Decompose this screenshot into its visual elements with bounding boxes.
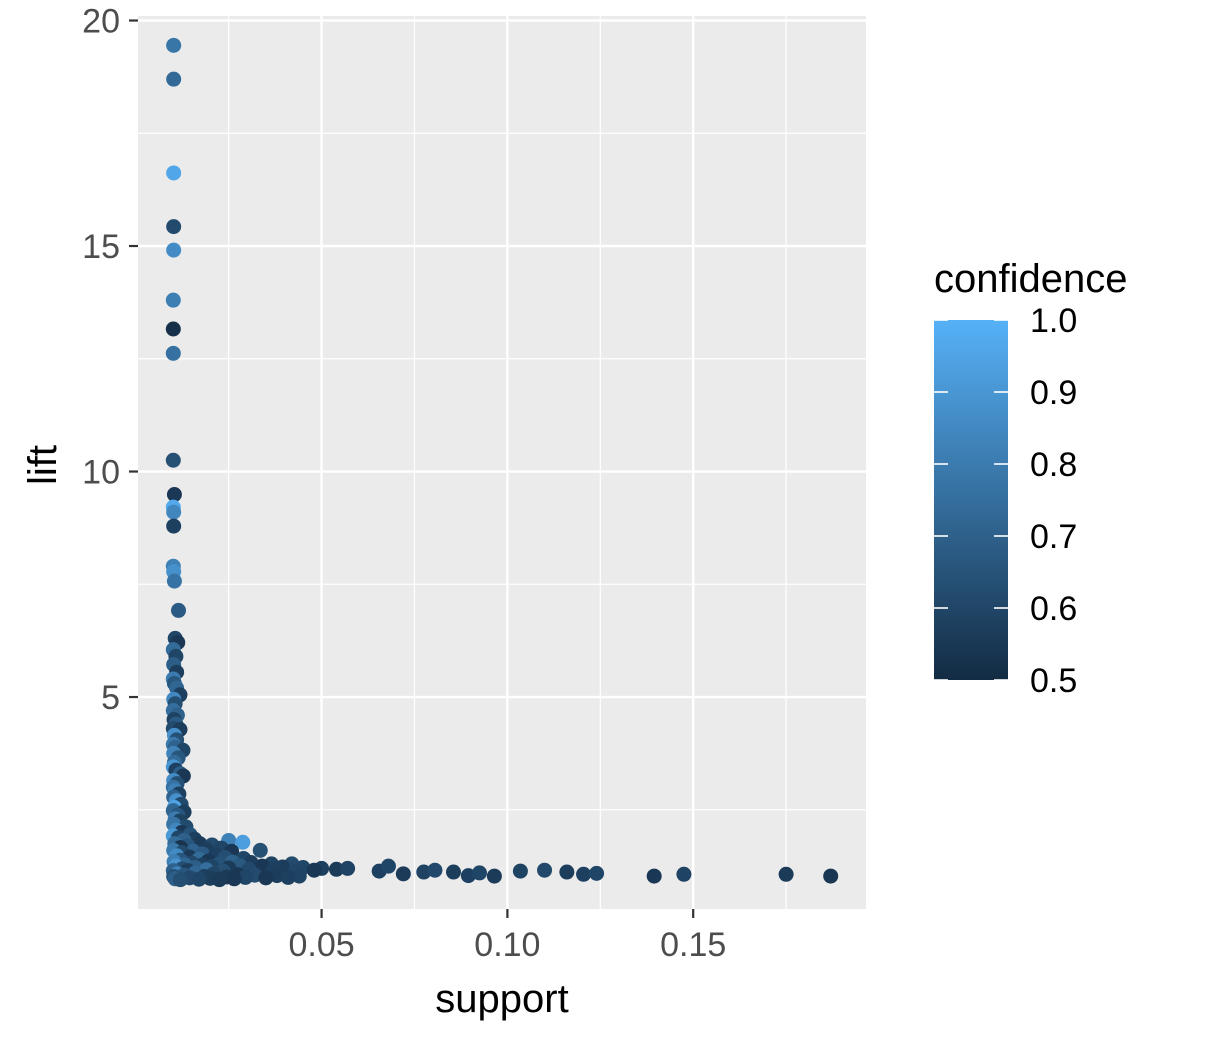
legend-tick-label: 0.5	[1030, 662, 1077, 700]
y-tick-label: 20	[82, 3, 120, 41]
x-axis-title: support	[435, 977, 568, 1021]
y-axis-title: lift	[21, 445, 65, 485]
data-point	[395, 866, 411, 882]
data-point	[512, 863, 528, 879]
data-point	[576, 866, 592, 882]
legend-tick-label: 0.7	[1030, 518, 1077, 556]
data-point	[191, 871, 207, 887]
data-point	[226, 871, 242, 887]
data-point	[165, 345, 181, 361]
legend-colorbar	[934, 320, 1008, 680]
data-point	[166, 71, 182, 87]
major-gridlines	[138, 16, 866, 909]
data-point	[237, 869, 253, 885]
confidence-legend: confidence 1.0 0.9 0.8 0.7 0.6 0.5	[934, 257, 1127, 700]
y-tick-label: 10	[82, 454, 120, 492]
data-point	[166, 242, 182, 258]
data-point	[235, 834, 251, 850]
y-tick-label: 15	[82, 228, 120, 266]
data-point	[823, 868, 839, 884]
data-point	[427, 862, 443, 878]
data-point	[486, 868, 502, 884]
data-point	[559, 864, 575, 880]
data-point	[778, 866, 794, 882]
x-tick-label: 0.10	[474, 926, 540, 964]
data-point	[165, 321, 181, 337]
data-point	[171, 602, 187, 618]
x-axis: 0.05 0.10 0.15	[288, 909, 726, 964]
data-point	[472, 865, 488, 881]
data-points	[165, 37, 839, 888]
data-point	[166, 518, 182, 534]
data-point	[172, 872, 188, 888]
x-tick-label: 0.15	[660, 926, 726, 964]
data-point	[340, 860, 356, 876]
data-point	[252, 842, 268, 858]
data-point	[306, 862, 322, 878]
plot-panel	[138, 16, 866, 909]
data-point	[328, 861, 344, 877]
data-point	[166, 573, 182, 589]
data-point	[269, 868, 285, 884]
data-point	[446, 864, 462, 880]
data-point	[165, 452, 181, 468]
y-tick-label: 5	[101, 679, 120, 717]
data-point	[166, 219, 182, 235]
legend-tick-label: 1.0	[1030, 302, 1077, 340]
data-point	[416, 864, 432, 880]
legend-tick-label: 0.6	[1030, 590, 1077, 628]
legend-ticks: 1.0 0.9 0.8 0.7 0.6 0.5	[934, 302, 1077, 700]
data-point	[291, 868, 307, 884]
data-point	[537, 862, 553, 878]
data-point	[589, 865, 605, 881]
legend-tick-label: 0.8	[1030, 446, 1077, 484]
y-axis: 5 10 15 20	[82, 3, 138, 717]
data-point	[258, 870, 274, 886]
data-point	[165, 292, 181, 308]
data-point	[646, 868, 662, 884]
minor-gridlines	[138, 16, 866, 909]
data-point	[211, 872, 227, 888]
data-point	[166, 487, 182, 503]
data-point	[676, 866, 692, 882]
data-point	[380, 858, 396, 874]
data-point	[166, 37, 182, 53]
data-point	[166, 165, 182, 181]
data-point	[166, 504, 182, 520]
x-tick-label: 0.05	[288, 926, 354, 964]
data-point	[280, 869, 296, 885]
legend-title: confidence	[934, 257, 1127, 301]
legend-tick-label: 0.9	[1030, 374, 1077, 412]
